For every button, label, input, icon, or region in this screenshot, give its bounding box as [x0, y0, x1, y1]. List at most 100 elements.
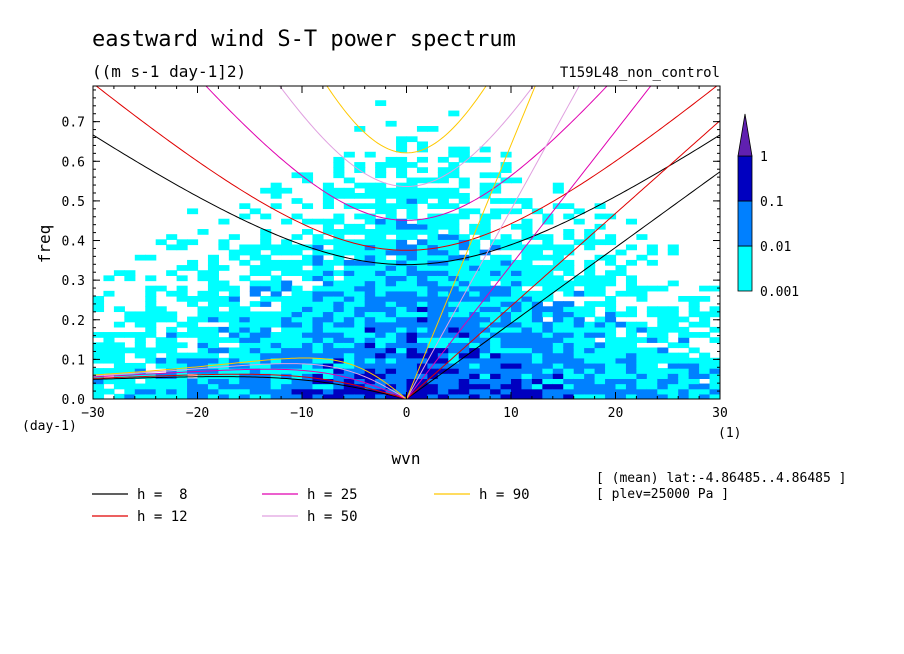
power-cell — [134, 311, 146, 318]
power-cell — [594, 362, 606, 369]
power-cell — [281, 357, 293, 364]
power-cell — [364, 393, 376, 399]
power-cell — [322, 316, 334, 323]
power-cell — [605, 357, 617, 364]
power-cell — [531, 244, 543, 251]
power-cell — [511, 321, 523, 328]
power-cell — [322, 393, 334, 399]
power-cell — [155, 347, 167, 354]
power-cell — [239, 378, 251, 385]
power-cell — [448, 295, 460, 302]
power-cell — [302, 203, 314, 210]
power-cell — [531, 362, 543, 369]
power-cell — [375, 172, 387, 179]
power-cell — [207, 285, 219, 292]
power-cell — [605, 352, 617, 359]
power-cell — [333, 393, 345, 399]
power-cell — [385, 357, 397, 364]
power-cell — [709, 311, 720, 318]
power-cell — [584, 244, 596, 251]
power-cell — [166, 373, 178, 379]
power-cell — [281, 306, 293, 313]
power-cell — [416, 259, 428, 266]
power-cell — [427, 378, 439, 385]
power-cell — [563, 388, 575, 395]
x-tick-label: 0 — [403, 406, 411, 421]
power-cell — [145, 347, 157, 354]
power-cell — [228, 337, 240, 343]
power-cell — [479, 362, 491, 369]
power-cell — [249, 321, 261, 328]
power-cell — [249, 265, 261, 271]
power-cell — [312, 352, 324, 359]
power-cell — [521, 373, 533, 379]
power-cell — [552, 316, 564, 323]
power-cell — [322, 362, 334, 369]
power-cell — [218, 239, 230, 246]
power-cell — [312, 270, 324, 276]
power-cell — [375, 182, 387, 189]
power-cell — [573, 357, 585, 364]
power-cell — [176, 342, 188, 349]
power-cell — [396, 249, 408, 256]
power-cell — [688, 311, 700, 318]
power-cell — [364, 203, 376, 210]
power-cell — [103, 332, 115, 338]
power-cell — [207, 290, 219, 297]
power-cell — [490, 388, 502, 395]
power-cell — [531, 342, 543, 349]
power-cell — [291, 213, 303, 220]
power-cell — [343, 192, 355, 199]
power-cell — [657, 285, 669, 292]
power-cell — [134, 321, 146, 328]
power-cell — [187, 208, 199, 215]
power-cell — [249, 362, 261, 369]
power-cell — [427, 285, 439, 292]
power-cell — [228, 254, 240, 261]
power-cell — [469, 311, 481, 318]
power-cell — [176, 352, 188, 359]
power-cell — [218, 357, 230, 364]
power-cell — [542, 337, 554, 343]
power-cell — [427, 342, 439, 349]
power-cell — [312, 373, 324, 379]
power-cell — [458, 156, 470, 163]
power-cell — [385, 347, 397, 354]
power-cell — [364, 275, 376, 282]
power-cell — [605, 368, 617, 374]
power-cell — [469, 254, 481, 261]
power-cell — [615, 362, 627, 369]
power-cell — [291, 234, 303, 240]
power-cell — [281, 285, 293, 292]
power-cell — [594, 326, 606, 333]
power-cell — [469, 280, 481, 287]
power-cell — [406, 311, 418, 318]
power-cell — [490, 275, 502, 282]
power-cell — [448, 229, 460, 235]
power-cell — [239, 259, 251, 266]
power-cell — [448, 110, 460, 117]
power-cell — [511, 393, 523, 399]
colorbar-label: 0.001 — [760, 285, 799, 300]
power-cell — [207, 301, 219, 307]
power-cell — [249, 373, 261, 379]
power-cell — [207, 259, 219, 266]
power-cell — [427, 301, 439, 307]
power-cell — [375, 208, 387, 215]
power-cell — [312, 337, 324, 343]
power-cell — [218, 337, 230, 343]
power-cell — [511, 357, 523, 364]
power-cell — [511, 198, 523, 204]
power-cell — [385, 239, 397, 246]
power-cell — [364, 244, 376, 251]
power-cell — [281, 244, 293, 251]
power-cell — [448, 187, 460, 194]
power-cell — [207, 265, 219, 271]
power-cell — [416, 223, 428, 230]
power-cell — [333, 187, 345, 194]
power-cell — [228, 352, 240, 359]
power-cell — [249, 244, 261, 251]
power-cell — [427, 306, 439, 313]
power-cell — [615, 311, 627, 318]
power-cell — [458, 388, 470, 395]
